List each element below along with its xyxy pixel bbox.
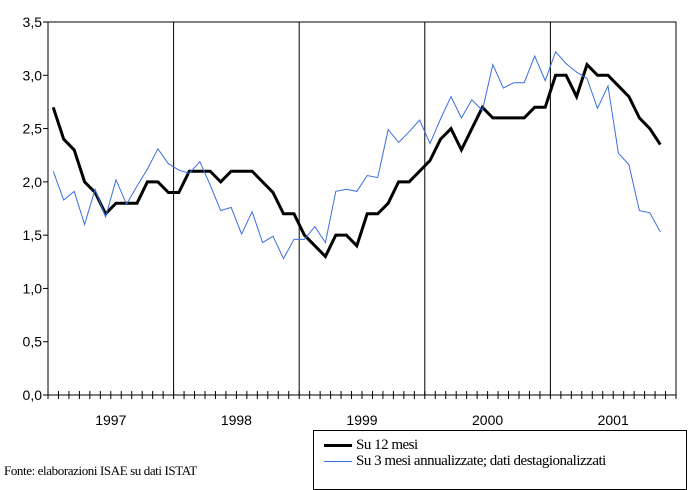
y-tick-label: 3,0 — [23, 67, 43, 83]
x-year-label: 1997 — [95, 412, 126, 428]
series-layer — [51, 50, 662, 260]
legend-label-12-mesi: Su 12 mesi — [356, 436, 418, 453]
x-axis: 1997 1998 1999 2000 2001 — [47, 391, 677, 428]
y-tick-label: 0,0 — [23, 387, 43, 403]
x-year-label: 2001 — [598, 412, 629, 428]
legend-swatch-3-mesi — [324, 460, 352, 462]
legend-swatch-12-mesi — [324, 443, 352, 447]
legend-item-12-mesi: Su 12 mesi — [324, 437, 418, 453]
source-note: Fonte: elaborazioni ISAE su dati ISTAT — [4, 463, 197, 478]
y-tick-label: 1,5 — [23, 227, 43, 243]
x-year-label: 1999 — [346, 412, 377, 428]
y-axis: 0,0 0,5 1,0 1,5 2,0 2,5 3,0 3,5 — [23, 14, 48, 403]
legend: Su 12 mesi Su 3 mesi annualizzate; dati … — [313, 430, 687, 490]
y-tick-label: 0,5 — [23, 334, 43, 350]
year-dividers — [173, 22, 551, 395]
line-chart: 0,0 0,5 1,0 1,5 2,0 2,5 3,0 3,5 1997 1998 1999 200… — [23, 14, 677, 428]
x-year-label: 1998 — [221, 412, 252, 428]
legend-item-3-mesi: Su 3 mesi annualizzate; dati destagional… — [324, 453, 606, 469]
x-year-label: 2000 — [472, 412, 503, 428]
y-tick-label: 2,5 — [23, 121, 43, 137]
y-tick-label: 2,0 — [23, 174, 43, 190]
y-tick-label: 1,0 — [23, 280, 43, 296]
y-tick-label: 3,5 — [23, 14, 43, 30]
series-line-3-mesi — [52, 50, 661, 260]
legend-label-3-mesi: Su 3 mesi annualizzate; dati destagional… — [356, 452, 606, 469]
series-line-12-mesi — [51, 61, 662, 260]
